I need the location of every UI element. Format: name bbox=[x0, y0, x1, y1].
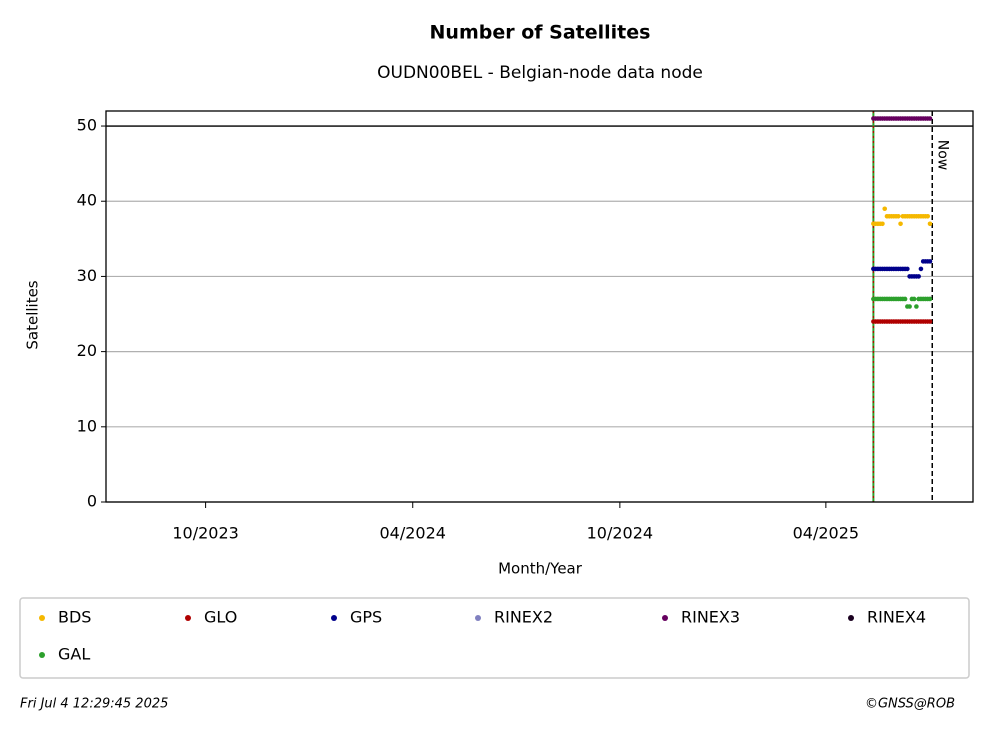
legend-label: BDS bbox=[58, 608, 91, 627]
data-point bbox=[927, 116, 933, 121]
data-point bbox=[882, 206, 888, 212]
now-label: Now bbox=[934, 140, 950, 171]
legend-marker bbox=[39, 615, 45, 621]
legend-label: RINEX3 bbox=[681, 608, 740, 627]
y-tick-label: 50 bbox=[77, 116, 97, 135]
chart-subtitle: OUDN00BEL - Belgian-node data node bbox=[377, 63, 703, 83]
legend-marker bbox=[185, 615, 191, 621]
data-point bbox=[925, 213, 931, 219]
data-point bbox=[905, 266, 910, 272]
legend-marker bbox=[662, 615, 668, 621]
data-point bbox=[927, 296, 933, 302]
data-point bbox=[918, 266, 924, 272]
y-axis-label: Satellites bbox=[24, 280, 42, 349]
data-point bbox=[927, 221, 933, 227]
data-point bbox=[927, 259, 933, 264]
legend-label: RINEX4 bbox=[867, 608, 926, 627]
data-point bbox=[880, 221, 885, 227]
data-point bbox=[916, 274, 921, 279]
legend-marker bbox=[475, 615, 481, 621]
data-point bbox=[911, 296, 917, 302]
y-tick-label: 20 bbox=[77, 341, 97, 360]
timestamp: Fri Jul 4 12:29:45 2025 bbox=[20, 697, 168, 712]
y-tick-label: 30 bbox=[77, 266, 97, 285]
data-point bbox=[907, 304, 912, 309]
credit: ©GNSS@ROB bbox=[865, 697, 955, 712]
y-tick-label: 40 bbox=[77, 191, 97, 210]
data-point bbox=[898, 221, 903, 227]
legend-label: GPS bbox=[350, 608, 382, 627]
legend-label: GLO bbox=[204, 608, 237, 627]
legend-label: GAL bbox=[58, 645, 90, 664]
legend-marker bbox=[39, 652, 45, 658]
data-point bbox=[927, 319, 933, 324]
legend-box bbox=[19, 597, 970, 679]
x-tick-label: 04/2025 bbox=[793, 524, 859, 543]
chart-title: Number of Satellites bbox=[430, 22, 651, 44]
y-tick-label: 0 bbox=[87, 492, 97, 511]
data-point bbox=[914, 304, 919, 309]
x-tick-label: 10/2023 bbox=[172, 524, 238, 543]
y-tick-label: 10 bbox=[77, 416, 97, 435]
x-tick-label: 04/2024 bbox=[379, 524, 445, 543]
legend-marker bbox=[848, 615, 854, 621]
legend-marker bbox=[331, 615, 337, 621]
data-point bbox=[902, 296, 908, 302]
x-axis-label: Month/Year bbox=[498, 560, 583, 578]
legend-label: RINEX2 bbox=[494, 608, 553, 627]
data-point bbox=[895, 213, 901, 219]
x-tick-label: 10/2024 bbox=[587, 524, 653, 543]
plot-frame bbox=[105, 110, 974, 503]
